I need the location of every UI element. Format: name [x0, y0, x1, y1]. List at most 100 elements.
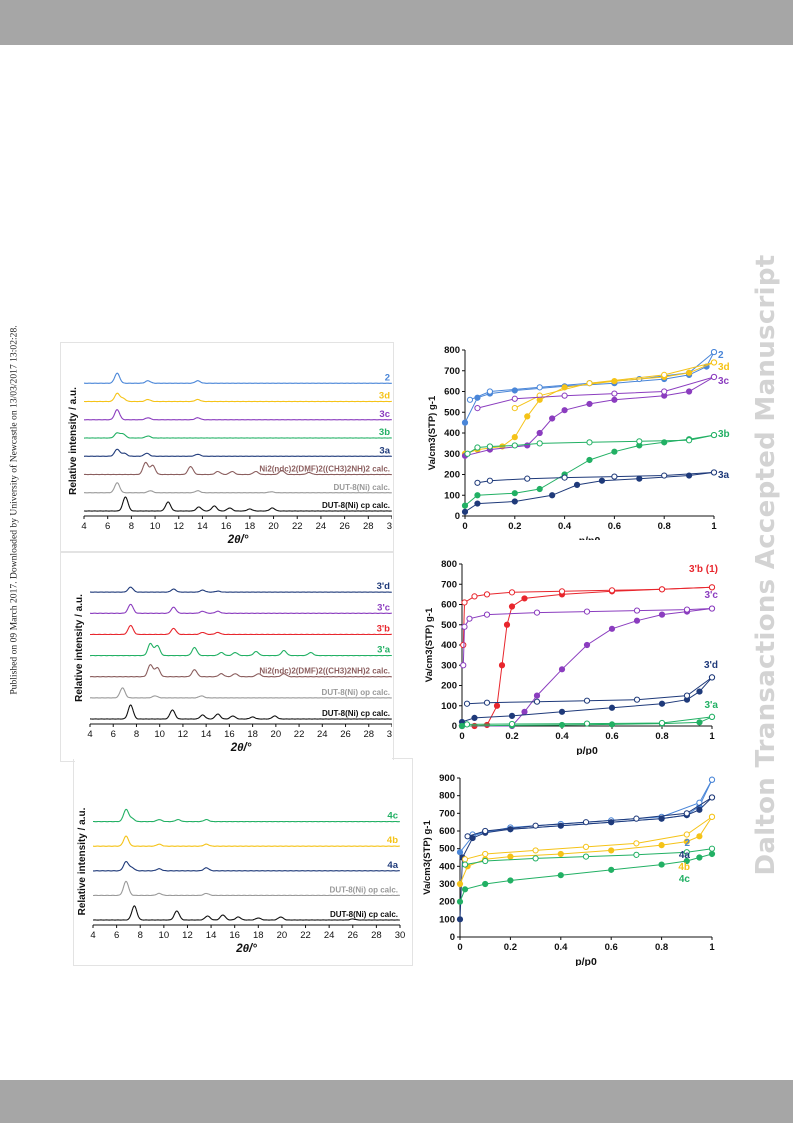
point-des-4a [482, 827, 489, 835]
x-tick-label: 0 [462, 521, 467, 532]
point-des-3-c [533, 609, 541, 616]
x-tick-label: 24 [316, 521, 327, 532]
point-ads-3-d [508, 712, 516, 719]
x-tick-label: 10 [154, 729, 165, 740]
pattern-dut-8-ni-cp-calc [83, 496, 392, 512]
series-label-3-b-1: 3'b (1) [689, 564, 718, 575]
point-des-3b [710, 431, 718, 439]
series-label-4a: 4a [679, 850, 691, 861]
x-tick-label: 18 [253, 930, 264, 941]
point-ads-3a [474, 500, 481, 507]
x-tick-label: 8 [134, 729, 139, 740]
point-ads-2 [456, 849, 464, 856]
point-des-4c [708, 845, 716, 852]
series-label-3a: 3a [379, 445, 390, 456]
point-ads-3a [549, 492, 556, 499]
x-tick-label: 0.4 [555, 731, 569, 742]
point-des-3-b-1 [658, 586, 666, 593]
point-ads-4b [557, 850, 564, 858]
x-tick-label: 1 [711, 521, 717, 532]
pattern-3-a [90, 642, 392, 657]
y-tick-label: 200 [441, 681, 457, 692]
header-bar [0, 0, 793, 45]
point-des-3-c [583, 608, 591, 615]
series-label-3-c: 3'c [704, 590, 718, 601]
series-label-3d: 3d [379, 391, 390, 402]
point-ads-3-a [458, 722, 466, 730]
x-tick-label: 0.2 [508, 521, 521, 532]
point-ads-4c [507, 877, 514, 884]
point-des-3-c [461, 623, 468, 630]
point-des-3-c [633, 607, 641, 614]
x-tick-label: 30 [387, 729, 392, 740]
y-tick-label: 100 [441, 701, 457, 712]
x-tick-label: 0.2 [504, 942, 517, 953]
x-tick-label: 0.2 [505, 731, 518, 742]
y-tick-label: 500 [441, 620, 457, 631]
point-des-4c [683, 849, 690, 856]
y-axis-label: Relative intensity / a.u. [77, 807, 88, 915]
point-des-3d [661, 371, 668, 379]
point-ads-3-b-1 [503, 621, 511, 628]
point-ads-4b [608, 847, 615, 854]
point-ads-3b [611, 448, 618, 455]
y-tick-label: 300 [439, 879, 455, 890]
x-axis-label: 2θ/° [235, 943, 257, 955]
y-tick-label: 300 [444, 449, 460, 460]
pattern-3-d [90, 586, 392, 593]
point-des-3-a [583, 720, 591, 727]
point-des-3-b-1 [708, 584, 716, 591]
series-label-4b: 4b [678, 862, 690, 873]
point-ads-3-b-1 [483, 721, 491, 729]
point-ads-4b [658, 842, 665, 849]
point-ads-4a [469, 834, 476, 842]
x-tick-label: 22 [294, 729, 305, 740]
point-des-3-d [463, 700, 471, 707]
point-des-3-c [708, 605, 716, 612]
series-label-3-a: 3'a [377, 645, 391, 656]
point-ads-3-c [521, 708, 528, 715]
point-ads-3-d [696, 688, 703, 695]
x-tick-label: 0.8 [655, 942, 668, 953]
point-des-3a [524, 475, 531, 482]
series-label-3b: 3b [379, 427, 390, 438]
point-ads-4c [461, 886, 469, 893]
x-tick-label: 30 [395, 930, 406, 941]
point-des-3-a [658, 719, 666, 727]
pattern-3-b [90, 624, 392, 636]
x-tick-label: 14 [206, 930, 217, 941]
point-ads-3c [586, 400, 593, 408]
pattern-3a [84, 448, 392, 457]
series-label-dut-8-ni-cp-calc: DUT-8(Ni) cp calc. [322, 709, 390, 718]
point-des-3-d [533, 698, 541, 705]
point-des-3-a [463, 721, 471, 728]
pattern-4c [93, 808, 400, 823]
point-ads-4b [696, 833, 703, 840]
isotherm-chart-a: 0 0.2 0.4 0.6 0.8 1 0 100 200 300 400 500 600 700 800 p… [420, 340, 738, 540]
x-tick-label: 26 [340, 729, 351, 740]
y-tick-label: 0 [450, 932, 455, 943]
point-des-2 [486, 388, 494, 395]
series-label-dut-8-ni-cp-calc: DUT-8(Ni) cp calc. [330, 910, 398, 919]
y-tick-label: 600 [439, 826, 455, 837]
footer-bar [0, 1080, 793, 1123]
isotherm-ads-line-2 [459, 779, 713, 853]
x-axis-label: p/p0 [575, 956, 597, 966]
point-des-3-b-1 [471, 593, 478, 600]
point-ads-3-b-1 [508, 603, 516, 610]
point-des-3c [710, 373, 718, 381]
isotherm-des-line-3c [477, 376, 715, 409]
point-des-3d [511, 405, 518, 412]
point-ads-4b [683, 838, 690, 845]
isotherm-ads-line-4c [459, 853, 713, 902]
x-tick-label: 26 [339, 521, 350, 532]
point-ads-3-c [558, 666, 566, 673]
x-tick-label: 6 [114, 930, 119, 941]
x-tick-label: 12 [178, 729, 189, 740]
pattern-3b [84, 432, 392, 439]
point-des-4b [461, 856, 469, 863]
y-tick-label: 400 [439, 861, 455, 872]
isotherm-des-line-2 [469, 351, 715, 401]
x-tick-label: 30 [387, 521, 392, 532]
y-tick-label: 800 [439, 791, 455, 802]
